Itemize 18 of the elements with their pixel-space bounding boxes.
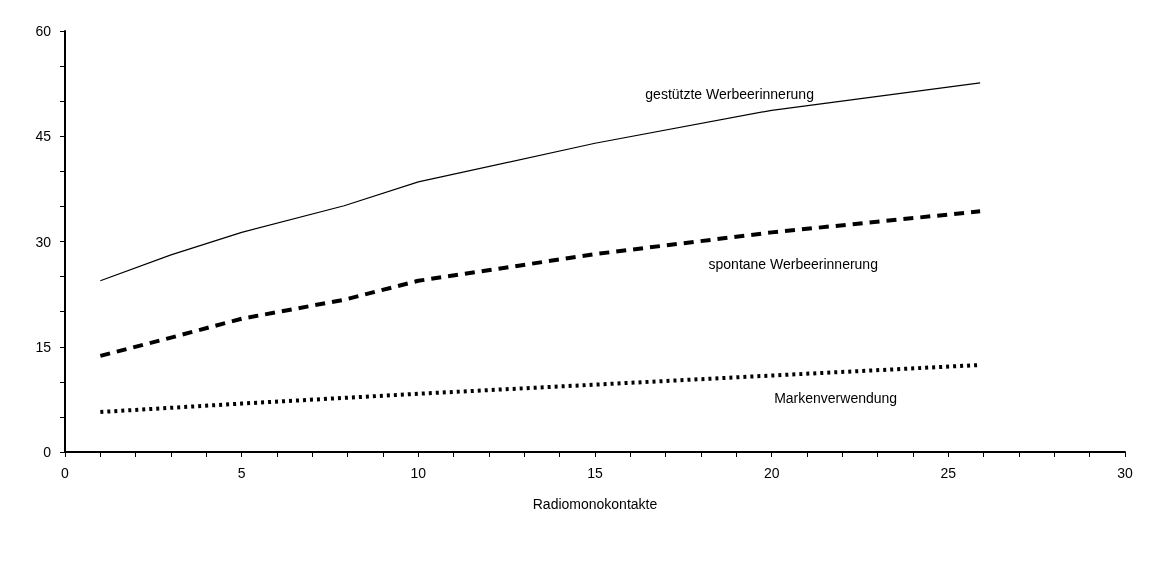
x-tick-label: 5 <box>237 465 246 481</box>
x-tick-label: 15 <box>587 465 603 481</box>
x-tick-label: 30 <box>1117 465 1133 481</box>
x-tick-label: 0 <box>61 465 70 481</box>
y-tick-label: 15 <box>35 338 52 355</box>
y-tick-label: 45 <box>35 128 52 145</box>
line-series <box>99 82 981 282</box>
x-tick-label: 10 <box>410 465 427 481</box>
x-tick-label: 20 <box>763 465 780 481</box>
x-axis-title: Radiomonokontakte <box>532 496 658 512</box>
x-tick-label: 25 <box>940 465 957 481</box>
y-tick-label: 0 <box>43 444 52 460</box>
series-label: gestützte Werbeerinnerung <box>645 86 814 103</box>
y-tick-label: 60 <box>35 23 52 39</box>
series-label: Markenverwendung <box>774 390 898 407</box>
series-label: spontane Werbeerinnerung <box>708 256 878 273</box>
y-tick-label: 30 <box>35 233 52 250</box>
line-series <box>98 209 983 358</box>
